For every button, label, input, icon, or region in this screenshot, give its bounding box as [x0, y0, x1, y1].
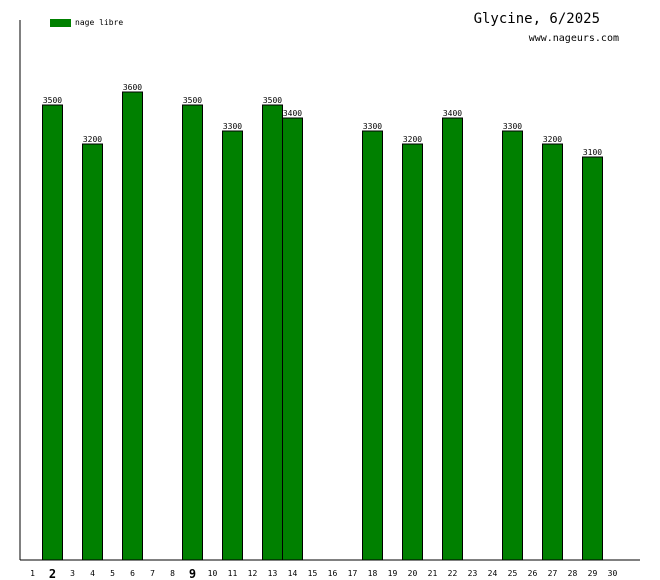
data-label-day-20: 3200 — [403, 135, 422, 144]
x-tick-label-day-10: 10 — [208, 569, 218, 578]
x-tick-label-day-9: 9 — [189, 567, 196, 580]
x-tick-label-day-18: 18 — [368, 569, 378, 578]
bar-day-6 — [122, 91, 143, 561]
data-label-day-22: 3400 — [443, 109, 462, 118]
x-tick-label-day-5: 5 — [110, 569, 115, 578]
bars-layer — [42, 91, 603, 561]
x-tick-label-day-3: 3 — [70, 569, 75, 578]
bar-day-9 — [182, 104, 203, 561]
x-tick-label-day-28: 28 — [568, 569, 578, 578]
bar-day-25 — [502, 130, 523, 561]
data-label-day-18: 3300 — [363, 122, 382, 131]
bar-day-29 — [582, 156, 603, 561]
x-tick-label-day-4: 4 — [90, 569, 95, 578]
x-tick-label-day-15: 15 — [308, 569, 318, 578]
x-tick-label-day-2: 2 — [49, 567, 56, 580]
x-tick-label-day-1: 1 — [30, 569, 35, 578]
chart-title: Glycine, 6/2025 — [474, 11, 600, 27]
x-tick-label-day-24: 24 — [488, 569, 498, 578]
bar-day-20 — [402, 143, 423, 561]
data-labels-layer: 3500320036003500330035003400330032003400… — [43, 83, 602, 157]
x-tick-label-day-17: 17 — [348, 569, 358, 578]
x-tick-label-day-25: 25 — [508, 569, 518, 578]
x-tick-label-day-8: 8 — [170, 569, 175, 578]
data-label-day-13: 3500 — [263, 96, 282, 105]
x-tick-labels-layer: 1 2 3 4 5 6 7 8 9 10 11 12 13 14 15 16 17 18 19 20 21 22 23 24 2… — [30, 567, 617, 580]
x-tick-label-day-23: 23 — [468, 569, 478, 578]
x-tick-label-day-20: 20 — [408, 569, 418, 578]
x-tick-label-day-6: 6 — [130, 569, 135, 578]
data-label-day-27: 3200 — [543, 135, 562, 144]
bar-day-22 — [442, 117, 463, 561]
x-tick-label-day-26: 26 — [528, 569, 538, 578]
x-tick-label-day-11: 11 — [228, 569, 238, 578]
bar-day-11 — [222, 130, 243, 561]
bar-day-2 — [42, 104, 63, 561]
data-label-day-2: 3500 — [43, 96, 62, 105]
x-tick-label-day-19: 19 — [388, 569, 398, 578]
data-label-day-6: 3600 — [123, 83, 142, 92]
data-label-day-4: 3200 — [83, 135, 102, 144]
legend-label: nage libre — [75, 18, 123, 27]
bar-day-14 — [282, 117, 303, 561]
x-tick-label-day-30: 30 — [608, 569, 618, 578]
x-tick-label-day-7: 7 — [150, 569, 155, 578]
x-tick-label-day-27: 27 — [548, 569, 558, 578]
legend-swatch — [50, 19, 71, 27]
x-tick-label-day-21: 21 — [428, 569, 438, 578]
bar-day-18 — [362, 130, 383, 561]
data-label-day-25: 3300 — [503, 122, 522, 131]
x-tick-label-day-29: 29 — [588, 569, 598, 578]
bar-day-27 — [542, 143, 563, 561]
x-tick-label-day-13: 13 — [268, 569, 278, 578]
bar-day-13 — [262, 104, 283, 561]
data-label-day-14: 3400 — [283, 109, 302, 118]
data-label-day-29: 3100 — [583, 148, 602, 157]
data-label-day-11: 3300 — [223, 122, 242, 131]
x-tick-label-day-14: 14 — [288, 569, 298, 578]
x-tick-label-day-16: 16 — [328, 569, 338, 578]
x-tick-label-day-22: 22 — [448, 569, 458, 578]
x-tick-label-day-12: 12 — [248, 569, 258, 578]
bar-day-4 — [82, 143, 103, 561]
chart-subtitle: www.nageurs.com — [529, 33, 619, 44]
data-label-day-9: 3500 — [183, 96, 202, 105]
